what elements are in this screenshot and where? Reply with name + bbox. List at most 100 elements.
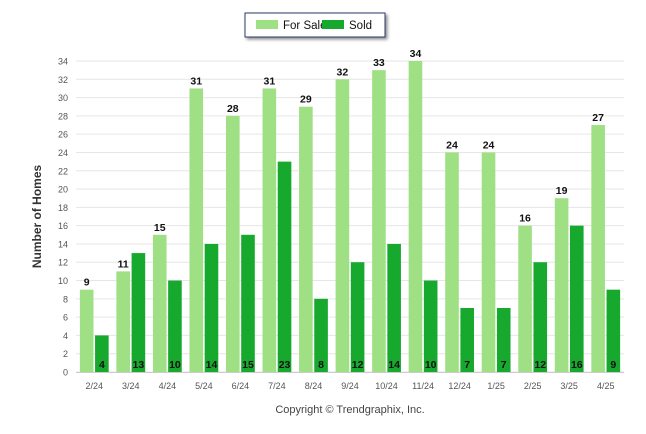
x-tick-label: 7/24 (268, 381, 286, 391)
data-label-for-sale: 27 (592, 112, 604, 124)
x-tick-label: 3/25 (560, 381, 578, 391)
data-label-sold: 8 (318, 359, 324, 371)
y-tick-label: 8 (63, 294, 68, 304)
data-label-for-sale: 11 (118, 258, 129, 270)
bar-sold (570, 225, 584, 372)
y-tick-label: 6 (63, 313, 68, 323)
bar-sold (277, 161, 292, 372)
data-label-for-sale: 24 (483, 139, 495, 151)
y-tick-label: 10 (58, 276, 68, 286)
data-label-for-sale: 34 (410, 48, 422, 60)
data-labels: 9 4 11 13 15 10 31 14 28 15 31 23 29 8 32 12 33 14 34 10 24 7… (84, 48, 617, 371)
bar-for-sale (372, 70, 386, 372)
data-label-for-sale: 16 (519, 213, 531, 225)
y-tick-label: 14 (58, 239, 68, 249)
legend-swatch-sold (322, 20, 344, 29)
bar-for-sale (262, 88, 277, 373)
legend-label-for-sale: For Sale (283, 20, 326, 32)
x-tick-label: 10/24 (375, 381, 398, 391)
bar-for-sale (79, 289, 94, 372)
data-label-sold: 14 (206, 359, 218, 371)
grid-lines (76, 60, 624, 373)
data-label-sold: 4 (99, 359, 105, 371)
y-tick-label: 34 (58, 57, 68, 67)
data-label-for-sale: 24 (446, 139, 458, 151)
bar-sold (423, 280, 438, 372)
x-tick-label: 9/24 (341, 381, 359, 391)
y-tick-label: 24 (58, 148, 68, 158)
bar-sold (95, 335, 109, 372)
x-tick-label: 2/24 (86, 381, 104, 391)
y-tick-label: 0 (63, 368, 68, 378)
bar-sold (533, 262, 548, 372)
bar-sold (496, 307, 511, 372)
bar-sold (350, 262, 365, 372)
bar-sold (204, 243, 219, 372)
bar-for-sale (481, 152, 496, 372)
x-tick-label: 11/24 (412, 381, 434, 391)
bar-sold (606, 289, 621, 372)
bar-for-sale (408, 61, 423, 372)
data-label-for-sale: 9 (84, 277, 90, 289)
y-tick-label: 28 (58, 111, 68, 121)
bar-for-sale (116, 271, 130, 372)
y-tick-label: 4 (63, 331, 68, 341)
y-tick-label: 26 (58, 130, 68, 140)
bar-sold (460, 307, 474, 372)
y-tick-label: 12 (58, 258, 68, 268)
y-tick-label: 22 (58, 166, 68, 176)
x-tick-label: 12/24 (448, 381, 471, 391)
data-label-sold: 12 (534, 359, 546, 371)
y-tick-label: 16 (58, 221, 68, 231)
copyright-footer: Copyright © Trendgraphix, Inc. (275, 404, 424, 416)
data-label-sold: 7 (464, 359, 470, 371)
bar-for-sale (189, 88, 204, 373)
data-label-for-sale: 15 (154, 222, 166, 234)
data-label-for-sale: 28 (227, 103, 239, 115)
bar-for-sale (299, 106, 313, 372)
legend-label-sold: Sold (349, 20, 372, 32)
bar-sold (241, 234, 255, 372)
data-label-sold: 13 (133, 359, 145, 371)
legend-swatch-for-sale (256, 20, 278, 29)
data-label-for-sale: 33 (373, 57, 385, 69)
data-label-sold: 10 (169, 359, 181, 371)
data-label-sold: 12 (352, 359, 364, 371)
x-tick-label: 4/25 (597, 381, 615, 391)
y-tick-label: 32 (58, 75, 68, 85)
data-label-sold: 9 (610, 359, 616, 371)
bar-for-sale (518, 225, 532, 372)
bar-for-sale (335, 79, 350, 372)
y-tick-label: 30 (58, 93, 68, 103)
x-tick-label: 5/24 (195, 381, 213, 391)
x-tick-label: 4/24 (159, 381, 177, 391)
bar-for-sale (226, 115, 240, 372)
legend: For Sale Sold (244, 12, 386, 38)
data-label-for-sale: 29 (300, 94, 312, 106)
bar-sold (168, 280, 182, 372)
bar-sold (314, 298, 328, 372)
bar-for-sale (554, 198, 569, 372)
y-axis-title: Number of Homes (30, 165, 44, 269)
data-label-for-sale: 19 (556, 185, 568, 197)
data-label-sold: 14 (388, 359, 400, 371)
data-label-sold: 23 (279, 359, 291, 371)
bar-for-sale (152, 234, 167, 372)
y-tick-label: 18 (58, 203, 68, 213)
x-tick-label: 6/24 (232, 381, 250, 391)
y-tick-label: 2 (63, 349, 68, 359)
bar-for-sale (591, 125, 605, 372)
x-tick-label: 3/24 (122, 381, 140, 391)
data-label-for-sale: 31 (263, 75, 275, 87)
data-label-sold: 10 (425, 359, 437, 371)
data-label-sold: 7 (501, 359, 507, 371)
bars (79, 61, 621, 373)
bar-sold (387, 243, 401, 372)
data-label-sold: 15 (242, 359, 254, 371)
data-label-sold: 16 (571, 359, 583, 371)
x-tick-label: 2/25 (524, 381, 542, 391)
x-tick-label: 1/25 (487, 381, 505, 391)
